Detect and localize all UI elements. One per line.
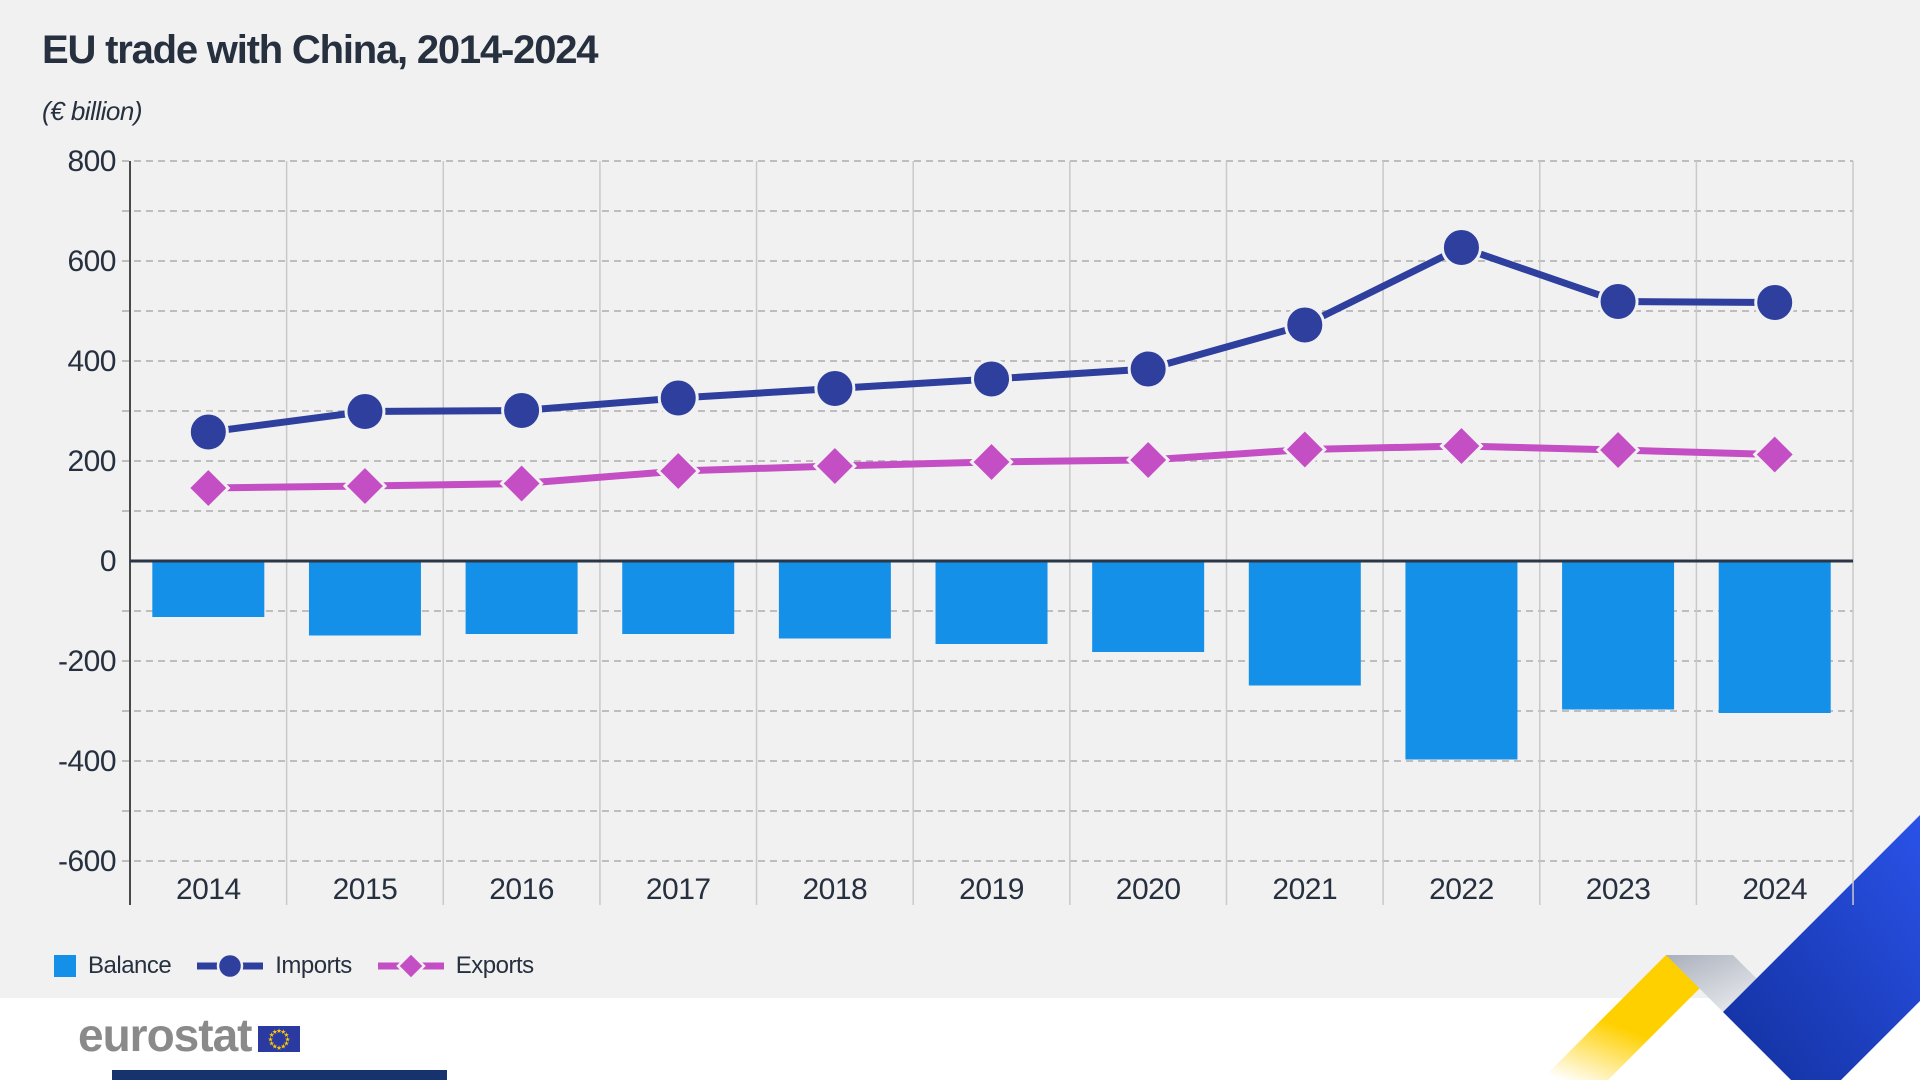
bar-balance-2019 — [935, 561, 1048, 644]
eu-flag-star: ★ — [268, 1035, 274, 1043]
marker-exports-2016 — [499, 461, 544, 506]
x-axis-year-label: 2019 — [959, 873, 1024, 906]
eurostat-logo: eurostat ★ ★ ★ ★ ★ ★ ★ ★ ★ ★ ★ ★ — [78, 1009, 301, 1061]
x-axis-year-label: 2015 — [333, 873, 398, 906]
y-axis-tick-label: -600 — [58, 845, 116, 878]
eu-flag-star: ★ — [284, 1031, 290, 1039]
x-axis-year-label: 2017 — [646, 873, 711, 906]
marker-imports-2015 — [344, 391, 386, 432]
marker-exports-2022 — [1439, 423, 1484, 469]
x-axis-year-label: 2014 — [176, 873, 241, 906]
marker-exports-2017 — [656, 448, 701, 494]
page-subtitle: (€ billion) — [42, 96, 143, 126]
marker-exports-2015 — [342, 463, 388, 509]
bar-balance-2014 — [152, 561, 265, 617]
marker-exports-2021 — [1282, 427, 1327, 472]
y-axis-tick-label: 200 — [67, 445, 116, 478]
y-axis-tick-label: -400 — [58, 745, 116, 778]
marker-imports-2023 — [1597, 281, 1639, 322]
bar-balance-2016 — [465, 561, 578, 634]
x-axis-year-label: 2024 — [1742, 873, 1807, 906]
legend-label-exports: Exports — [455, 952, 534, 979]
y-axis-tick-label: 400 — [67, 345, 116, 378]
x-axis-year-label: 2023 — [1586, 873, 1651, 906]
exports-diamond-icon — [395, 951, 426, 981]
imports-legend-swatch — [197, 952, 264, 980]
marker-imports-2020 — [1127, 348, 1169, 390]
balance-legend-swatch — [54, 955, 76, 977]
eu-flag-star: ★ — [281, 1028, 287, 1036]
eu-flag-star: ★ — [277, 1027, 283, 1035]
marker-imports-2018 — [814, 368, 856, 409]
bar-balance-2021 — [1248, 561, 1361, 686]
bar-balance-2022 — [1405, 561, 1518, 760]
eu-flag-icon: ★★★★★★★★★★★★ — [258, 1026, 301, 1052]
chart-background-panel — [0, 0, 1920, 998]
x-axis-year-label: 2016 — [489, 873, 554, 906]
marker-exports-2019 — [969, 439, 1014, 485]
imports-circle-icon — [216, 952, 244, 980]
y-axis-tick-label: 800 — [67, 145, 116, 178]
marker-imports-2014 — [187, 411, 229, 453]
eurostat-logo-text: eurostat — [78, 1009, 252, 1061]
marker-imports-2016 — [501, 390, 543, 431]
x-axis-year-label: 2020 — [1116, 873, 1181, 906]
eu-flag-star: ★ — [277, 1044, 283, 1052]
eu-flag-star: ★ — [285, 1035, 291, 1043]
eu-flag-star: ★ — [269, 1031, 275, 1039]
marker-exports-2014 — [186, 465, 231, 511]
marker-exports-2023 — [1595, 427, 1641, 473]
marker-imports-2019 — [971, 358, 1013, 400]
eu-flag-star: ★ — [272, 1043, 278, 1051]
x-axis-year-label: 2018 — [803, 873, 868, 906]
eu-flag-star: ★ — [284, 1040, 290, 1048]
bottom-accent-bar — [112, 1070, 447, 1080]
legend-label-balance: Balance — [88, 952, 172, 979]
bar-balance-2017 — [622, 561, 735, 634]
legend-label-imports: Imports — [275, 952, 352, 979]
marker-imports-2024 — [1754, 282, 1796, 323]
marker-imports-2021 — [1284, 304, 1326, 346]
bar-balance-2023 — [1562, 561, 1675, 710]
bar-balance-2020 — [1092, 561, 1205, 652]
y-axis-tick-label: -200 — [58, 645, 116, 678]
x-axis-year-label: 2022 — [1429, 873, 1494, 906]
y-axis-tick-label: 600 — [67, 245, 116, 278]
x-axis-year-label: 2021 — [1272, 873, 1337, 906]
eu-flag-star: ★ — [269, 1040, 275, 1048]
marker-exports-2024 — [1752, 432, 1797, 477]
marker-imports-2017 — [657, 377, 699, 419]
balance-square-icon — [54, 955, 76, 977]
bar-balance-2015 — [308, 561, 421, 636]
bar-balance-2018 — [778, 561, 891, 639]
eu-flag-star: ★ — [272, 1028, 278, 1036]
marker-exports-2020 — [1126, 437, 1171, 483]
marker-imports-2022 — [1440, 227, 1482, 268]
exports-legend-swatch — [377, 951, 444, 981]
page-title: EU trade with China, 2014-2024 — [42, 28, 599, 72]
marker-exports-2018 — [812, 443, 858, 489]
bar-balance-2024 — [1718, 561, 1831, 713]
eu-flag-star: ★ — [281, 1043, 287, 1051]
chart-legend: Balance Imports Exports — [54, 951, 560, 981]
y-axis-tick-label: 0 — [100, 545, 116, 578]
